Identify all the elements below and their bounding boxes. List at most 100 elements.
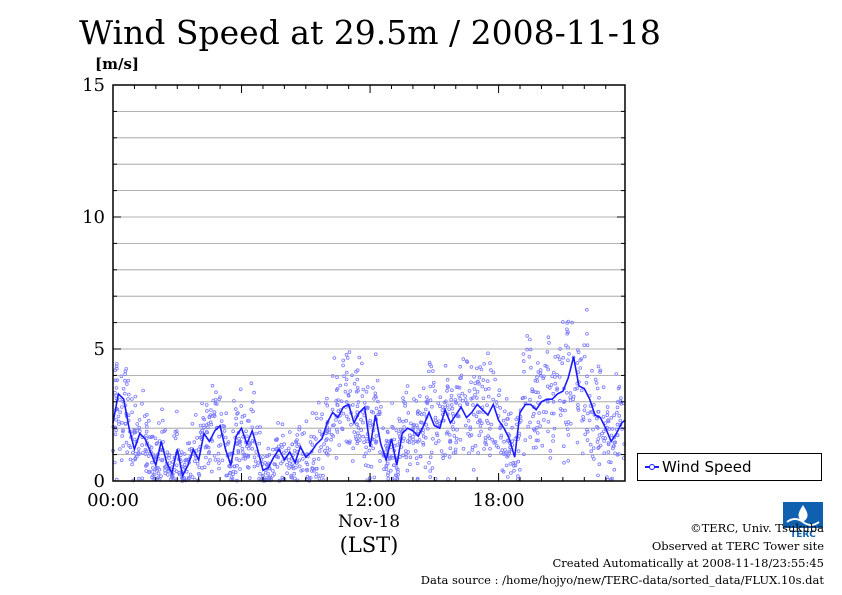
scatter-point — [190, 421, 195, 426]
scatter-point — [430, 404, 434, 409]
scatter-point — [526, 424, 530, 429]
scatter-point — [453, 447, 458, 452]
scatter-point — [386, 476, 391, 481]
scatter-point — [360, 410, 365, 414]
scatter-point — [596, 437, 601, 441]
scatter-point — [228, 471, 232, 475]
scatter-point — [386, 471, 391, 475]
scatter-point — [615, 422, 620, 427]
scatter-point — [489, 422, 494, 427]
scatter-point — [319, 416, 323, 421]
scatter-point — [567, 352, 571, 356]
scatter-point — [279, 461, 283, 466]
scatter-point — [250, 439, 255, 443]
scatter-point — [417, 438, 422, 442]
scatter-point — [120, 405, 124, 409]
scatter-point — [294, 465, 298, 470]
scatter-point — [344, 439, 349, 444]
scatter-point — [598, 370, 602, 374]
scatter-point — [472, 387, 477, 391]
scatter-point — [387, 455, 392, 460]
scatter-point — [441, 456, 445, 461]
scatter-point — [609, 415, 614, 420]
scatter-point — [314, 466, 318, 471]
scatter-point — [562, 460, 566, 465]
scatter-point — [251, 400, 255, 404]
scatter-point — [188, 472, 193, 477]
scatter-point — [438, 395, 443, 400]
scatter-point — [354, 369, 358, 374]
scatter-point — [443, 453, 448, 457]
scatter-point — [535, 379, 540, 383]
scatter-point — [480, 384, 485, 389]
scatter-point — [156, 475, 161, 480]
scatter-point — [145, 425, 149, 429]
scatter-point — [596, 364, 601, 369]
scatter-point — [187, 447, 192, 452]
scatter-point — [596, 409, 600, 414]
scatter-point — [157, 439, 162, 443]
scatter-point — [285, 471, 289, 476]
scatter-point — [473, 381, 478, 386]
scatter-point — [585, 438, 590, 442]
scatter-point — [360, 394, 365, 398]
scatter-point — [128, 457, 133, 462]
scatter-point — [367, 448, 372, 453]
scatter-point — [414, 456, 419, 461]
scatter-point — [204, 403, 209, 407]
scatter-point — [471, 412, 476, 417]
scatter-point — [408, 455, 413, 460]
scatter-point — [595, 440, 600, 444]
scatter-point — [248, 476, 252, 480]
scatter-point — [200, 401, 204, 406]
scatter-point — [231, 469, 236, 474]
y-tick-label: 5 — [94, 339, 105, 360]
scatter-point — [464, 359, 469, 364]
scatter-point — [350, 373, 354, 378]
scatter-point — [362, 440, 366, 445]
scatter-point — [454, 385, 459, 389]
scatter-point — [362, 400, 367, 405]
scatter-point — [329, 437, 333, 442]
scatter-point — [414, 399, 419, 403]
scatter-point — [273, 447, 278, 452]
scatter-point — [429, 364, 434, 369]
scatter-point — [445, 377, 450, 382]
scatter-point — [396, 472, 400, 477]
scatter-point — [583, 404, 587, 408]
scatter-point — [486, 394, 491, 399]
scatter-point — [600, 431, 604, 436]
scatter-point — [297, 458, 302, 463]
scatter-point — [449, 403, 454, 407]
scatter-point — [364, 436, 369, 441]
scatter-point — [361, 420, 365, 425]
scatter-point — [546, 399, 550, 404]
scatter-point — [556, 354, 560, 359]
scatter-point — [287, 466, 291, 470]
scatter-point — [536, 438, 540, 443]
scatter-point — [595, 424, 599, 429]
scatter-point — [594, 381, 599, 385]
scatter-point — [447, 432, 452, 437]
scatter-point — [241, 450, 245, 454]
scatter-point — [549, 383, 554, 387]
scatter-point — [114, 428, 118, 433]
scatter-point — [314, 411, 318, 416]
scatter-point — [352, 381, 357, 386]
scatter-point — [237, 436, 241, 441]
scatter-point — [458, 364, 463, 369]
scatter-point — [497, 393, 501, 398]
scatter-point — [486, 351, 490, 356]
scatter-point — [119, 458, 124, 463]
scatter-point — [483, 435, 488, 440]
scatter-point — [360, 361, 364, 366]
scatter-point — [407, 433, 412, 438]
scatter-point — [606, 450, 611, 454]
scatter-point — [436, 401, 441, 405]
scatter-point — [249, 381, 254, 386]
scatter-point — [337, 443, 342, 447]
scatter-point — [258, 425, 263, 429]
scatter-point — [276, 444, 281, 449]
scatter-point — [248, 442, 253, 446]
